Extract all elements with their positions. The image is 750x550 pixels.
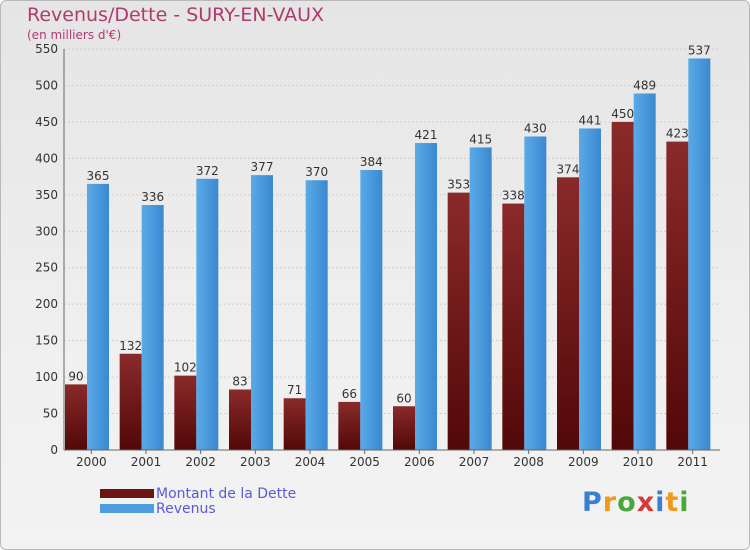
y-tick-label: 500 xyxy=(35,78,58,92)
y-tick-label: 300 xyxy=(35,224,58,238)
data-label: 430 xyxy=(524,121,547,135)
legend-swatch-debt xyxy=(100,489,154,498)
chart-title: Revenus/Dette - SURY-EN-VAUX xyxy=(27,4,325,26)
logo-letter: P xyxy=(582,487,603,518)
logo-letter: t xyxy=(665,487,680,518)
y-tick-label: 50 xyxy=(43,407,58,421)
bar-revenus-2010 xyxy=(633,93,656,450)
bar-revenus-2003 xyxy=(251,175,273,450)
y-tick-label: 250 xyxy=(35,261,58,275)
y-tick-label: 0 xyxy=(50,443,58,457)
y-tick-label: 150 xyxy=(35,334,58,348)
legend-label-revenus: Revenus xyxy=(156,500,216,517)
bar-revenus-2000 xyxy=(87,183,109,450)
x-tick-label: 2001 xyxy=(131,455,162,469)
data-label: 372 xyxy=(196,164,219,178)
data-label: 102 xyxy=(174,361,197,375)
bar-dette-2006 xyxy=(393,406,415,450)
data-label: 336 xyxy=(141,190,164,204)
legend: Montant de la Dette Revenus xyxy=(100,485,297,517)
bar-revenus-2005 xyxy=(360,170,383,450)
data-label: 441 xyxy=(579,113,602,127)
x-tick-label: 2009 xyxy=(568,455,599,469)
data-label: 489 xyxy=(633,78,656,92)
chart-subtitle: (en milliers d'€) xyxy=(27,28,122,42)
bar-dette-2000 xyxy=(65,384,87,450)
data-label: 370 xyxy=(305,165,328,179)
data-label: 66 xyxy=(342,387,357,401)
x-tick-label: 2007 xyxy=(459,455,490,469)
x-tick-label: 2008 xyxy=(513,455,544,469)
legend-item-debt: Montant de la Dette xyxy=(100,485,297,502)
bar-revenus-2008 xyxy=(524,136,547,450)
x-tick-label: 2003 xyxy=(240,455,271,469)
logo-letter: x xyxy=(636,487,656,518)
y-tick-label: 100 xyxy=(35,370,58,384)
bar-dette-2009 xyxy=(557,177,579,450)
logo-letter: o xyxy=(617,487,637,518)
proxiti-logo: Proxiti xyxy=(582,487,690,518)
data-label: 338 xyxy=(502,189,525,203)
data-label: 353 xyxy=(447,178,470,192)
x-tick-label: 2011 xyxy=(677,455,708,469)
logo-letter: r xyxy=(602,487,618,518)
data-label: 415 xyxy=(469,132,492,146)
legend-label-debt: Montant de la Dette xyxy=(156,485,297,502)
data-label: 132 xyxy=(119,339,142,353)
bar-dette-2004 xyxy=(283,398,306,450)
y-tick-label: 200 xyxy=(35,297,58,311)
bar-revenus-2004 xyxy=(305,180,328,450)
y-tick-label: 400 xyxy=(35,151,58,165)
y-tick-label: 450 xyxy=(35,115,58,129)
bar-revenus-2006 xyxy=(415,143,437,450)
y-tick-label: 350 xyxy=(35,188,58,202)
legend-swatch-revenus xyxy=(100,504,154,513)
bar-revenus-2002 xyxy=(196,178,219,450)
legend-item-revenus: Revenus xyxy=(100,500,296,517)
data-label: 83 xyxy=(232,374,247,388)
data-label: 450 xyxy=(611,107,634,121)
bar-dette-2007 xyxy=(447,192,470,450)
data-label: 421 xyxy=(415,128,438,142)
bar-revenus-2011 xyxy=(688,58,711,450)
bar-dette-2008 xyxy=(502,203,525,450)
logo-letter: i xyxy=(655,487,666,518)
x-tick-label: 2000 xyxy=(76,455,107,469)
bar-dette-2002 xyxy=(174,375,197,450)
data-label: 423 xyxy=(666,127,689,141)
bar-dette-2011 xyxy=(666,141,689,450)
data-label: 60 xyxy=(396,391,411,405)
data-label: 374 xyxy=(557,162,580,176)
y-tick-label: 550 xyxy=(35,42,58,56)
bar-revenus-2009 xyxy=(579,128,601,451)
data-label: 71 xyxy=(287,383,302,397)
bar-dette-2010 xyxy=(611,121,634,450)
data-label: 90 xyxy=(68,369,83,383)
bar-revenus-2007 xyxy=(469,147,492,450)
data-label: 365 xyxy=(87,169,110,183)
x-tick-label: 2005 xyxy=(349,455,380,469)
data-label: 384 xyxy=(360,155,383,169)
bar-revenus-2001 xyxy=(141,205,164,450)
bar-dette-2005 xyxy=(338,401,361,450)
x-tick-label: 2006 xyxy=(404,455,435,469)
bar-dette-2003 xyxy=(229,389,251,450)
x-tick-label: 2010 xyxy=(623,455,654,469)
bar-dette-2001 xyxy=(119,353,142,450)
x-tick-label: 2002 xyxy=(185,455,216,469)
data-label: 377 xyxy=(251,160,274,174)
x-tick-label: 2004 xyxy=(295,455,326,469)
logo-letter: i xyxy=(679,487,690,518)
data-label: 537 xyxy=(688,43,711,57)
